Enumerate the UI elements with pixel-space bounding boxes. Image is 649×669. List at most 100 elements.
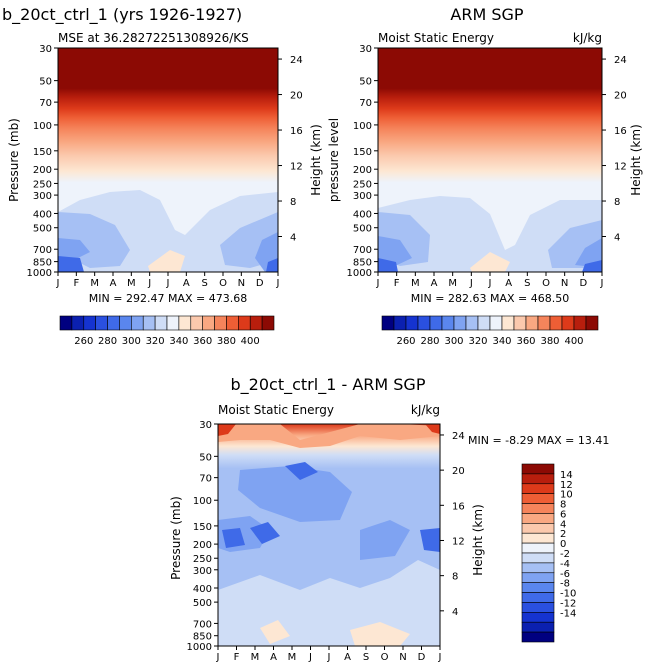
x-tick-label: J [276, 278, 280, 289]
panel-2-contour-300 [378, 236, 412, 266]
colorbar-swatch [154, 315, 168, 331]
panel-1-contour-290-dec [266, 258, 278, 272]
colorbar-label: 380 [540, 336, 559, 347]
y-right-tick-label: 24 [452, 431, 465, 442]
colorbar-swatch [131, 315, 144, 331]
colorbar-label: 14 [560, 470, 573, 481]
colorbar-swatch [521, 483, 555, 494]
x-tick-label: J [166, 278, 170, 289]
colorbar-label: 280 [98, 336, 117, 347]
colorbar-label: -6 [560, 569, 570, 580]
colorbar-label: -8 [560, 579, 570, 590]
y-right-tick-label: 4 [290, 233, 296, 244]
x-tick-label: M [448, 278, 457, 289]
colorbar-swatch [521, 582, 555, 593]
colorbar-label: -10 [560, 589, 576, 600]
x-tick-label: O [381, 652, 389, 663]
colorbar-swatch [261, 315, 275, 331]
y-tick-label: 150 [353, 147, 372, 158]
colorbar-swatch [521, 473, 555, 485]
x-tick-label: A [183, 278, 190, 289]
x-tick-label: J [488, 278, 492, 289]
y-tick-label: 100 [193, 496, 212, 507]
x-tick-label: J [327, 652, 331, 663]
panel-2-contour-320 [378, 196, 602, 272]
colorbar-swatch [521, 532, 555, 544]
x-tick-label: M [127, 278, 136, 289]
x-tick-label: D [256, 278, 264, 289]
x-tick-label: F [234, 652, 240, 663]
y-right-tick-label: 8 [614, 197, 620, 208]
panel-2-right-ticks: 24 20 16 12 8 4 [602, 55, 627, 244]
y-tick-label: 700 [353, 245, 372, 256]
y-right-tick-label: 16 [290, 126, 303, 137]
y-tick-label: 200 [33, 165, 52, 176]
panel-2-title: ARM SGP [450, 5, 524, 24]
y-tick-label: 1000 [347, 268, 372, 279]
colorbar-label: 300 [444, 336, 463, 347]
colorbar-swatch [513, 315, 527, 331]
panel-2-contour-290-dec [582, 260, 602, 272]
y-tick-label: 70 [199, 474, 212, 485]
x-tick-label: J [438, 652, 442, 663]
colorbar-swatch [521, 621, 555, 633]
y-tick-label: 1000 [27, 268, 52, 279]
x-tick-label: A [344, 652, 351, 663]
panel-2-contour-290 [378, 258, 398, 272]
panel-3-right-label: kJ/kg [411, 403, 440, 417]
colorbar-swatch [59, 315, 73, 331]
y-tick-label: 150 [193, 522, 212, 533]
x-tick-label: A [110, 278, 117, 289]
x-tick-label: J [147, 278, 151, 289]
colorbar-swatch [405, 315, 419, 331]
colorbar-label: 8 [560, 500, 566, 511]
y-tick-label: 500 [33, 224, 52, 235]
colorbar-swatch [521, 562, 555, 574]
colorbar-swatch [393, 315, 407, 331]
colorbar-swatch [83, 315, 96, 331]
x-tick-label: J [376, 278, 380, 289]
colorbar-label: -12 [560, 598, 576, 609]
panel-1-y-right-title: Height (km) [309, 124, 323, 195]
y-tick-label: 1000 [187, 642, 212, 653]
y-right-tick-label: 4 [452, 607, 458, 618]
colorbar-label: 400 [241, 336, 260, 347]
colorbar-label: 300 [122, 336, 141, 347]
panel-3-contour-top-left [218, 424, 236, 436]
y-tick-label: 700 [193, 619, 212, 630]
x-tick-label: J [600, 278, 604, 289]
panel-3-y-left-title: Pressure (mb) [169, 496, 183, 580]
y-tick-label: 400 [193, 584, 212, 595]
panel-1-title: b_20ct_ctrl_1 (yrs 1926-1927) [2, 5, 242, 25]
colorbar-label: 260 [74, 336, 93, 347]
colorbar-swatch [381, 315, 395, 331]
colorbar-swatch [453, 315, 467, 331]
colorbar-swatch [521, 602, 555, 613]
y-tick-label: 250 [33, 179, 52, 190]
y-tick-label: 200 [193, 540, 212, 551]
panel-3-right-ticks: 24 20 16 12 8 4 [440, 431, 465, 618]
colorbar-label: 380 [217, 336, 236, 347]
panel-2-minmax: MIN = 282.63 MAX = 468.50 [411, 292, 569, 305]
colorbar-swatch [107, 315, 120, 331]
panel-1: b_20ct_ctrl_1 (yrs 1926-1927) MSE at 36.… [2, 5, 323, 347]
colorbar-swatch [142, 315, 156, 331]
colorbar-swatch [214, 315, 227, 331]
colorbar-swatch [561, 315, 575, 331]
x-tick-label: A [270, 652, 277, 663]
x-tick-label: M [90, 278, 99, 289]
x-tick-label: N [399, 652, 406, 663]
y-tick-label: 500 [353, 224, 372, 235]
panel-1-minmax: MIN = 292.47 MAX = 473.68 [89, 292, 247, 305]
x-tick-label: J [216, 652, 220, 663]
y-tick-label: 300 [33, 191, 52, 202]
colorbar-swatch [521, 592, 555, 603]
panel-1-contour-300 [58, 238, 90, 262]
colorbar-swatch [525, 315, 539, 331]
colorbar-swatch [202, 315, 215, 331]
panel-2-y-left-title: pressure level [327, 118, 341, 202]
colorbar-swatch [521, 612, 555, 623]
x-tick-label: M [411, 278, 420, 289]
